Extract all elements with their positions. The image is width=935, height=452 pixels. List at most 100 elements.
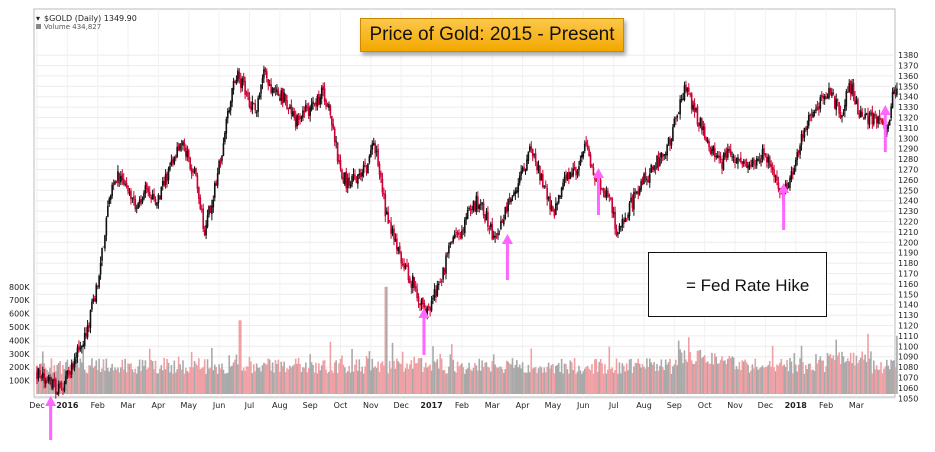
candle-body: [202, 208, 205, 230]
candle-body: [196, 175, 199, 189]
volume-bar: [881, 373, 884, 394]
candle-body: [344, 172, 346, 185]
fed-hike-arrow-head: [501, 234, 513, 244]
volume-bar: [455, 372, 457, 394]
volume-bar: [333, 362, 336, 394]
volume-bar: [94, 365, 96, 394]
volume-bar: [209, 367, 212, 394]
candle-body: [705, 137, 707, 141]
volume-bar: [316, 373, 319, 394]
volume-bar: [796, 371, 798, 394]
candle-body: [880, 118, 882, 120]
candle-body: [283, 92, 285, 102]
volume-bar: [305, 362, 307, 394]
volume-bar: [701, 358, 703, 394]
volume-bar: [231, 365, 233, 394]
candle-body: [47, 377, 50, 382]
volume-bar: [672, 366, 674, 394]
candle-body: [731, 156, 733, 158]
candle-body: [367, 163, 369, 174]
candle-body: [364, 163, 366, 165]
candle-body: [127, 185, 129, 192]
candle-body: [208, 206, 210, 215]
volume-bar: [848, 361, 851, 394]
volume-bar: [784, 366, 787, 394]
volume-bar: [260, 371, 262, 394]
candle-body: [635, 192, 638, 193]
volume-bar: [727, 358, 729, 394]
candle-body: [643, 173, 645, 184]
candle-body: [384, 194, 387, 217]
candle-body: [430, 300, 433, 311]
volume-bar: [640, 367, 642, 394]
volume-bar: [121, 359, 124, 394]
candle-body: [531, 148, 534, 157]
volume-bar: [310, 362, 313, 394]
candle-body: [239, 78, 242, 88]
volume-bar: [579, 370, 582, 394]
candle-body: [699, 118, 702, 127]
candle-body: [729, 149, 732, 156]
volume-bar: [794, 364, 797, 394]
volume-bar: [101, 368, 103, 394]
candle-body: [673, 118, 676, 128]
volume-bar: [221, 363, 223, 394]
volume-bar: [631, 373, 634, 394]
candle-body: [688, 87, 690, 92]
candle-body: [735, 162, 738, 163]
volume-bar: [465, 369, 468, 394]
volume-bar: [589, 370, 592, 394]
volume-bar: [284, 372, 287, 394]
volume-bar: [265, 364, 268, 394]
candle-body: [508, 197, 511, 203]
candle-body: [328, 103, 330, 108]
candle-body: [176, 146, 178, 158]
volume-bar: [748, 372, 751, 394]
candle-body: [579, 159, 582, 165]
candle-body: [845, 91, 848, 107]
candle-body: [206, 215, 209, 227]
volume-bar: [443, 370, 446, 394]
volume-bar: [245, 366, 248, 394]
candle-body: [365, 165, 368, 173]
volume-bar: [128, 364, 131, 394]
candle-body: [533, 154, 535, 156]
candle-body: [209, 206, 212, 213]
volume-bar: [76, 359, 79, 394]
plot-area: [33, 8, 896, 398]
candle-body: [410, 283, 413, 288]
candle-body: [609, 198, 612, 200]
volume-bar: [755, 366, 758, 394]
volume-bar: [518, 364, 521, 394]
candle-body: [855, 100, 858, 104]
volume-bar: [667, 362, 670, 394]
volume-bar: [595, 358, 598, 394]
volume-bar: [637, 358, 640, 394]
volume-bar: [646, 358, 648, 394]
candle-body: [277, 91, 280, 96]
candle-body: [768, 156, 771, 167]
price-tick-label: 1250: [898, 186, 918, 195]
date-tick-label: Sep: [303, 401, 318, 410]
volume-bar: [349, 372, 352, 394]
volume-bar: [335, 360, 337, 394]
date-tick-label: Feb: [819, 401, 833, 410]
volume-bar: [407, 368, 410, 394]
volume-bar: [131, 369, 134, 394]
candle-body: [815, 108, 817, 112]
volume-bar: [760, 367, 762, 394]
volume-bar: [673, 364, 676, 394]
candle-body: [154, 199, 157, 205]
candle-body: [741, 161, 744, 165]
volume-bar: [283, 361, 285, 394]
candle-body: [690, 93, 693, 110]
volume-bar: [878, 369, 881, 394]
volume-bar: [479, 370, 482, 394]
candle-body: [825, 96, 827, 99]
volume-bar: [871, 373, 874, 394]
candle-body: [101, 247, 103, 261]
candle-body: [237, 70, 239, 82]
price-tick-label: 1220: [898, 218, 918, 227]
volume-bar: [638, 363, 641, 394]
candle-body: [355, 179, 358, 183]
